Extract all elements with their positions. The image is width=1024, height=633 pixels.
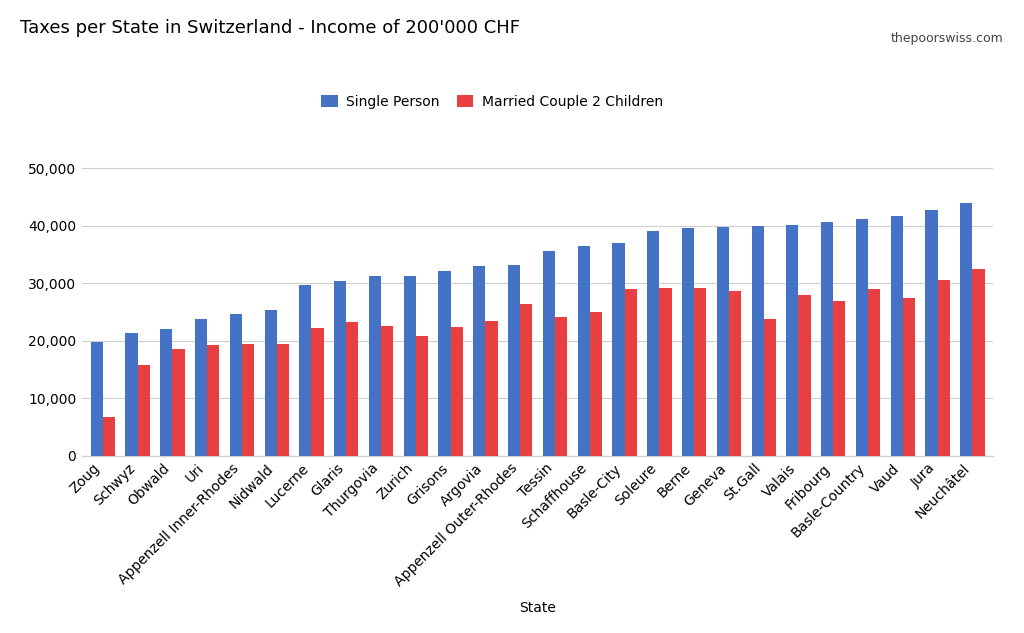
Bar [578,246,590,456]
X-axis label: State: State [519,601,556,615]
Bar [207,345,219,456]
Bar [369,276,381,456]
Bar [821,222,834,456]
Bar [508,265,520,456]
Bar [868,289,881,456]
Bar [137,365,150,456]
Bar [346,322,358,456]
Bar [694,288,707,456]
Bar [543,251,555,456]
Bar [125,333,137,456]
Bar [438,271,451,456]
Bar [229,313,242,456]
Bar [903,298,915,456]
Bar [416,336,428,456]
Bar [403,275,416,456]
Bar [555,317,567,456]
Bar [612,244,625,456]
Bar [926,210,938,456]
Bar [647,231,659,456]
Bar [242,344,254,456]
Bar [90,342,102,456]
Bar [102,417,115,456]
Bar [299,285,311,456]
Bar [195,320,207,456]
Text: Taxes per State in Switzerland - Income of 200'000 CHF: Taxes per State in Switzerland - Income … [20,19,520,37]
Bar [451,327,463,456]
Bar [891,216,903,456]
Bar [160,329,172,456]
Bar [786,225,799,456]
Bar [590,312,602,456]
Bar [856,218,868,456]
Bar [485,321,498,456]
Bar [172,349,184,456]
Bar [311,328,324,456]
Bar [729,291,741,456]
Bar [625,289,637,456]
Bar [520,304,532,456]
Bar [334,282,346,456]
Bar [752,226,764,456]
Bar [682,229,694,456]
Bar [938,280,950,456]
Bar [264,310,276,456]
Bar [799,294,811,456]
Bar [973,269,985,456]
Bar [381,326,393,456]
Bar [717,227,729,456]
Text: thepoorswiss.com: thepoorswiss.com [891,32,1004,45]
Legend: Single Person, Married Couple 2 Children: Single Person, Married Couple 2 Children [315,89,669,115]
Bar [764,320,776,456]
Bar [473,266,485,456]
Bar [659,288,672,456]
Bar [276,344,289,456]
Bar [961,203,973,456]
Bar [834,301,846,456]
